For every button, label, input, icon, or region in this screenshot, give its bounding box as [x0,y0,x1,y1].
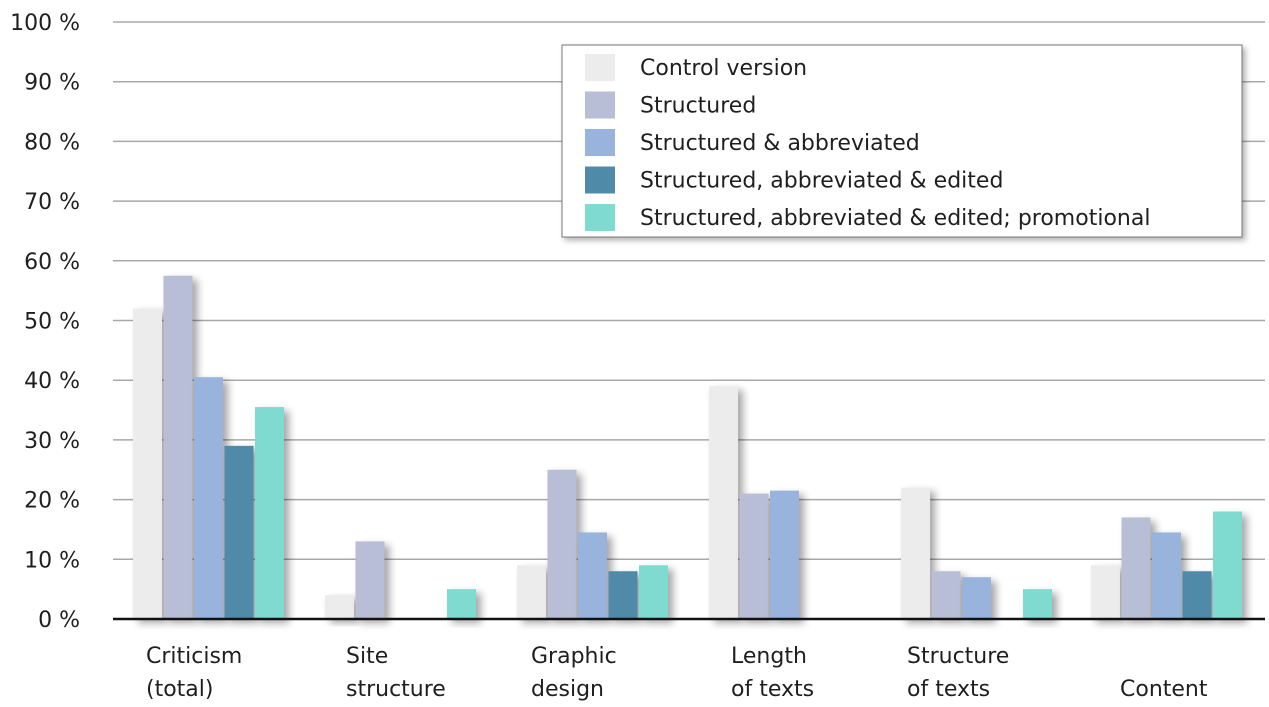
bar [608,571,638,619]
bar [447,589,476,619]
y-tick-label: 100 % [10,11,80,36]
x-category-label: Graphic design [531,644,617,702]
y-tick-label: 40 % [24,369,80,394]
y-tick-label: 50 % [24,310,80,335]
bar [962,577,991,619]
legend-swatch [585,54,615,81]
legend-label: Structured, abbreviated & edited [640,169,1003,194]
x-category-label: Length of texts [731,644,814,702]
legend-swatch [585,91,615,119]
legend-swatch [585,129,615,156]
y-axis-tick-labels: 0 % 10 % 20 % 30 % 40 % 50 % 60 % 70 % 80 % 90 % 1… [10,11,80,633]
y-tick-label: 90 % [24,71,80,96]
bars [133,275,1242,619]
bar [901,487,930,619]
y-tick-label: 70 % [24,190,80,215]
legend: Control version Structured Structured & ab… [561,44,1243,238]
y-tick-label: 60 % [24,250,80,275]
legend-swatch [585,204,615,231]
legend-label: Structured [640,94,756,119]
bar [133,308,162,619]
x-category-label: Site structure [346,644,446,702]
bar [770,490,799,619]
y-tick-label: 10 % [24,548,80,573]
legend-box [561,44,1243,238]
bar [931,571,961,619]
bar-group [325,541,476,619]
bar [1121,517,1151,619]
bar [194,377,223,619]
bar [739,493,769,619]
bar [325,595,354,619]
bar-group [901,487,1052,619]
x-category-label: Content [1120,677,1208,702]
y-tick-label: 80 % [24,130,80,155]
bar-group [1091,511,1242,619]
bar [1213,511,1242,619]
bar-group [133,275,284,619]
bar [1023,589,1052,619]
y-tick-label: 0 % [38,608,80,633]
legend-label: Control version [640,56,807,81]
bar [517,565,546,619]
x-category-label: Criticism (total) [146,644,242,702]
legend-label: Structured & abbreviated [640,131,920,156]
bar [578,532,607,619]
bar [1152,532,1181,619]
bar [639,565,668,619]
bar [163,275,193,619]
y-tick-label: 20 % [24,489,80,514]
bar [1182,571,1212,619]
bar [355,541,385,619]
bar [224,445,254,619]
legend-swatch [585,166,615,194]
bar [709,386,738,619]
bar-group [517,469,668,619]
bar [547,469,577,619]
y-tick-label: 30 % [24,429,80,454]
bar-group [709,386,799,619]
bar [255,407,284,619]
x-category-label: Structure of texts [907,644,1009,702]
legend-label: Structured, abbreviated & edited; promot… [640,206,1150,231]
bar [1091,565,1120,619]
x-axis-category-labels: Criticism (total) Site structure Graphic desi… [146,644,1208,702]
